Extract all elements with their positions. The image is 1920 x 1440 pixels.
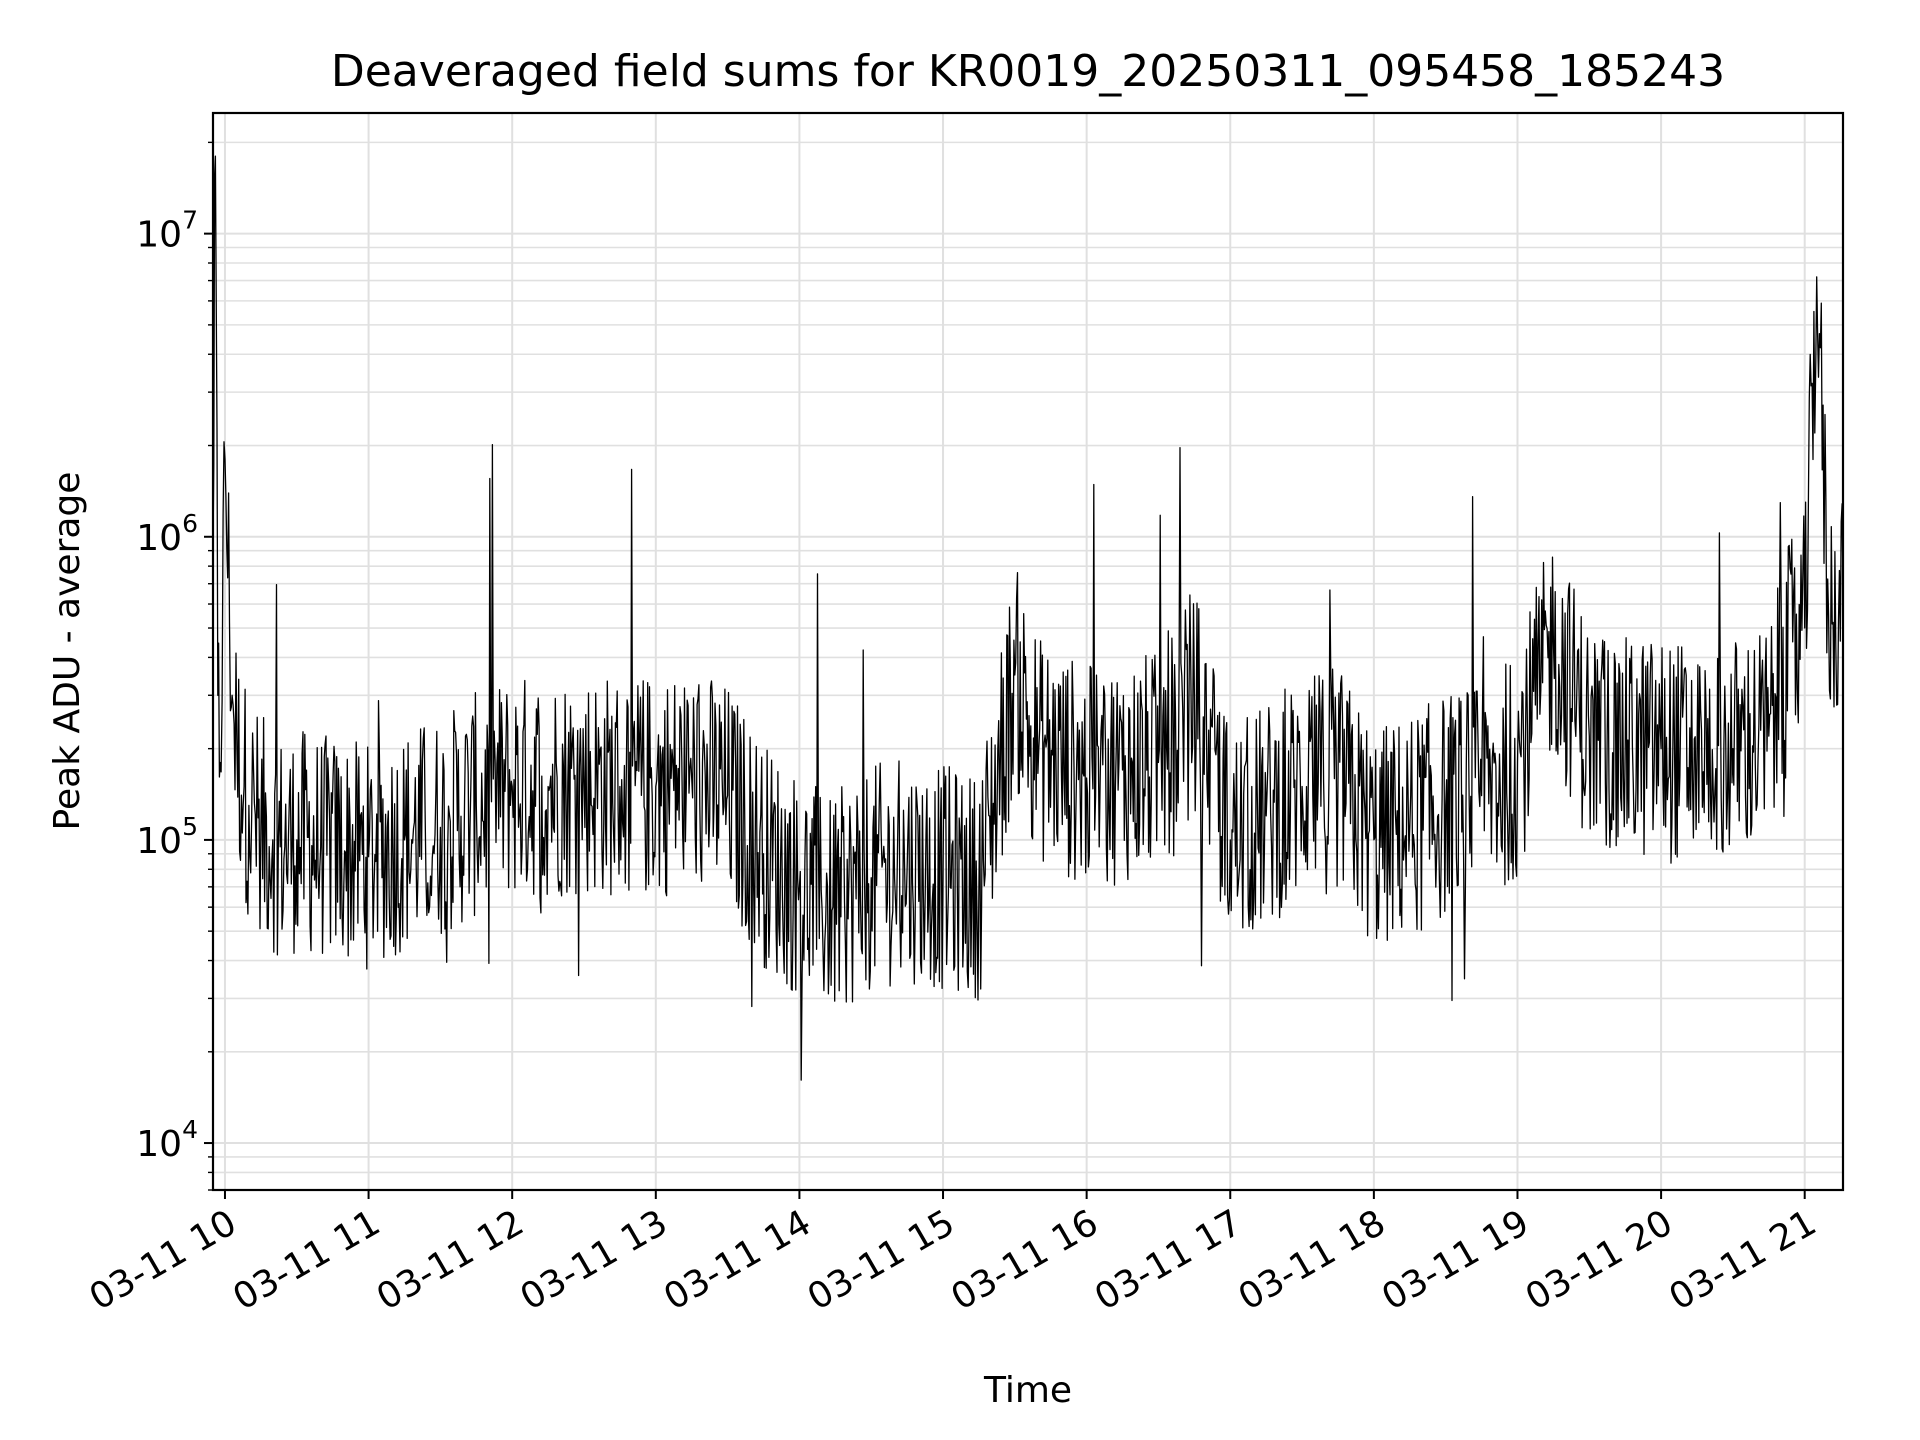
y-axis-label: Peak ADU - average: [47, 472, 88, 831]
y-tick-label: 105: [136, 812, 198, 862]
y-axis-ticks: 104 105 106 107: [136, 206, 198, 1165]
plot-frame: [211, 111, 1845, 1192]
data-line: [213, 155, 1843, 1081]
chart-title: Deaveraged field sums for KR0019_2025031…: [331, 46, 1725, 97]
grid: [213, 113, 1843, 1191]
y-tick-label: 107: [136, 206, 198, 256]
y-tick-label: 104: [136, 1115, 198, 1165]
tick-marks: [204, 141, 1806, 1199]
x-axis-label: Time: [983, 1370, 1072, 1411]
y-tick-label: 106: [136, 509, 198, 559]
